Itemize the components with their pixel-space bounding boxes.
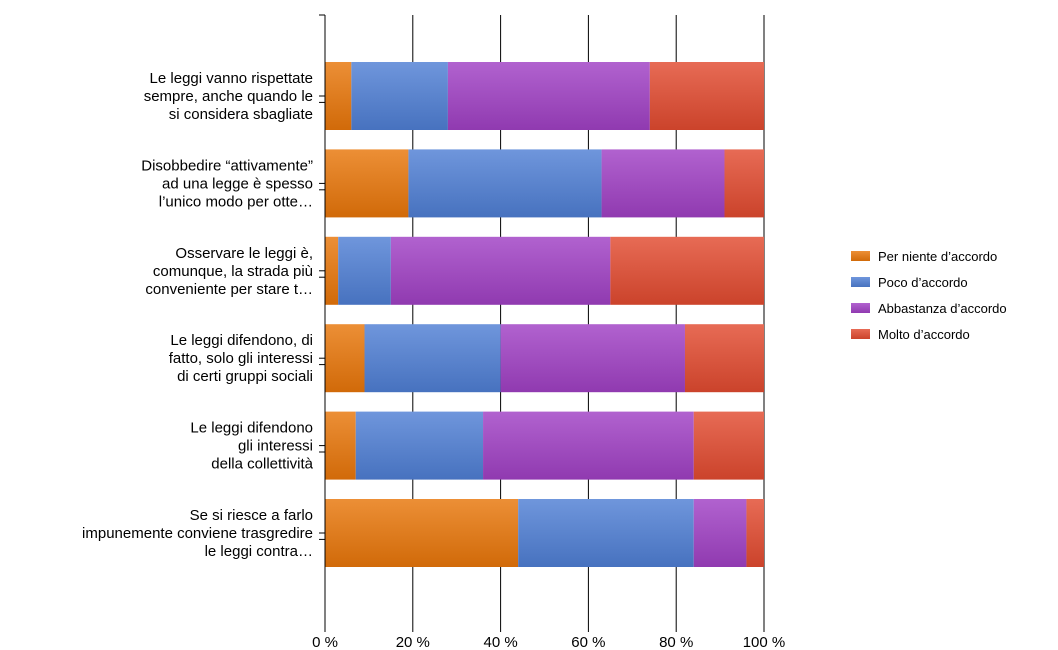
legend-entry: Abbastanza d’accordo: [878, 301, 1007, 316]
bar-segment: [351, 62, 448, 130]
category-label: Se si riesce a farlo: [190, 507, 313, 524]
x-tick-label: 60 %: [571, 634, 605, 650]
legend-swatch: [851, 277, 870, 287]
bar-segment: [610, 236, 764, 305]
category-label: Le leggi difendono, di: [170, 332, 313, 349]
bar-segment: [325, 62, 352, 130]
bar-segment: [325, 411, 356, 480]
x-tick-label: 40 %: [483, 634, 517, 650]
legend-entry: Per niente d’accordo: [878, 249, 997, 264]
category-label: gli interessi: [238, 438, 313, 455]
bar-segment: [364, 324, 501, 393]
category-label: Osservare le leggi è,: [175, 245, 313, 262]
x-tick-label: 100 %: [743, 634, 786, 650]
category-label: Le leggi difendono: [190, 420, 313, 437]
bar-segment: [325, 149, 409, 218]
bar-segment: [325, 236, 339, 305]
bar-segment: [684, 324, 764, 393]
bar-segment: [693, 499, 747, 567]
legend-entry: Poco d’accordo: [878, 275, 968, 290]
bar-segment: [724, 149, 764, 218]
category-label: comunque, la strada più: [153, 263, 313, 280]
legend-swatch: [851, 303, 870, 313]
bar-segment: [693, 411, 764, 480]
category-label: si considera sbagliate: [169, 106, 313, 123]
x-tick-label: 20 %: [396, 634, 430, 650]
legend-swatch: [851, 329, 870, 339]
bar-segment: [500, 324, 685, 393]
bar-segment: [408, 149, 602, 218]
category-label: Le leggi vanno rispettate: [150, 70, 313, 87]
category-label: le leggi contra…: [205, 543, 313, 560]
legend-swatch: [851, 251, 870, 261]
legend-entry: Molto d’accordo: [878, 327, 970, 342]
bar-segment: [447, 62, 650, 130]
bar-segment: [746, 499, 764, 567]
category-label: ad una legge è spesso: [162, 175, 313, 192]
category-label: della collettività: [211, 456, 313, 473]
bar-segment: [325, 499, 519, 567]
category-label: di certi gruppi sociali: [177, 368, 313, 385]
category-label: l’unico modo per otte…: [159, 193, 313, 210]
category-label: sempre, anche quando le: [144, 88, 313, 105]
category-label: fatto, solo gli interessi: [169, 350, 313, 367]
x-tick-label: 0 %: [312, 634, 338, 650]
bar-segment: [390, 236, 611, 305]
bar-segment: [355, 411, 484, 480]
category-label: Disobbedire “attivamente”: [141, 157, 313, 174]
category-label: conveniente per stare t…: [145, 281, 313, 298]
category-label: impunemente conviene trasgredire: [82, 525, 313, 542]
x-tick-label: 80 %: [659, 634, 693, 650]
bar-segment: [649, 62, 764, 130]
bar-segment: [483, 411, 694, 480]
bar-segment: [325, 324, 365, 393]
bar-segment: [601, 149, 725, 218]
bar-segment: [338, 236, 391, 305]
bar-segment: [518, 499, 694, 567]
